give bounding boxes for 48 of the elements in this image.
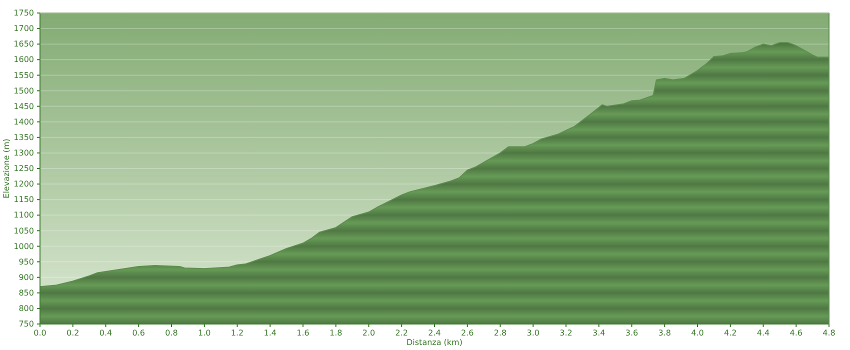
x-tick-label: 0.2 <box>66 328 80 338</box>
y-axis-title: Elevazione (m) <box>2 138 11 198</box>
y-tick-label: 1300 <box>14 148 34 158</box>
x-axis-title: Distanza (km) <box>406 338 462 347</box>
y-tick-label: 1150 <box>14 195 34 204</box>
y-tick-label: 1100 <box>14 210 34 220</box>
x-tick-label: 3.0 <box>526 328 540 338</box>
x-tick-label: 2.8 <box>494 328 507 338</box>
y-tick-label: 850 <box>18 288 34 298</box>
y-tick-label: 1550 <box>14 70 34 80</box>
x-tick-label: 2.2 <box>395 328 408 338</box>
x-tick-label: 2.0 <box>362 328 376 338</box>
x-tick-label: 1.4 <box>264 328 276 338</box>
y-tick-label: 1700 <box>14 24 34 34</box>
x-tick-label: 4.6 <box>790 328 802 338</box>
y-tick-label: 1050 <box>14 226 34 236</box>
x-tick-label: 1.8 <box>330 328 342 338</box>
y-tick-label: 950 <box>18 257 34 266</box>
x-tick-label: 0.8 <box>165 328 178 338</box>
y-tick-label: 900 <box>18 272 34 282</box>
y-tick-label: 1500 <box>14 86 34 96</box>
y-tick-label: 1350 <box>14 132 34 142</box>
x-tick-label: 4.0 <box>691 328 704 338</box>
y-tick-label: 1600 <box>14 55 34 64</box>
x-tick-label: 2.4 <box>428 328 441 338</box>
x-tick-label: 3.4 <box>592 328 606 338</box>
x-tick-label: 0.4 <box>99 328 112 338</box>
x-tick-label: 1.0 <box>198 328 211 338</box>
x-tick-label: 3.8 <box>658 328 671 338</box>
y-tick-label: 800 <box>18 304 34 314</box>
x-tick-label: 2.6 <box>461 328 474 338</box>
y-tick-label: 1450 <box>14 102 34 111</box>
y-tick-label: 1250 <box>14 164 34 174</box>
x-tick-label: 0.0 <box>34 328 46 338</box>
y-tick-label: 1650 <box>14 40 34 49</box>
y-tick-label: 750 <box>18 320 34 329</box>
y-tick-label: 1000 <box>14 242 34 251</box>
x-tick-label: 3.2 <box>560 328 572 338</box>
x-tick-label: 3.6 <box>625 328 638 338</box>
y-tick-label: 1200 <box>14 180 34 189</box>
x-tick-label: 1.6 <box>296 328 310 338</box>
x-tick-label: 4.8 <box>822 328 836 338</box>
x-tick-label: 1.2 <box>230 328 244 338</box>
y-tick-label: 1400 <box>14 117 34 126</box>
x-tick-label: 0.6 <box>132 328 145 338</box>
y-tick-label: 1750 <box>14 8 34 18</box>
x-tick-label: 4.4 <box>756 328 770 338</box>
x-tick-label: 4.2 <box>724 328 737 338</box>
